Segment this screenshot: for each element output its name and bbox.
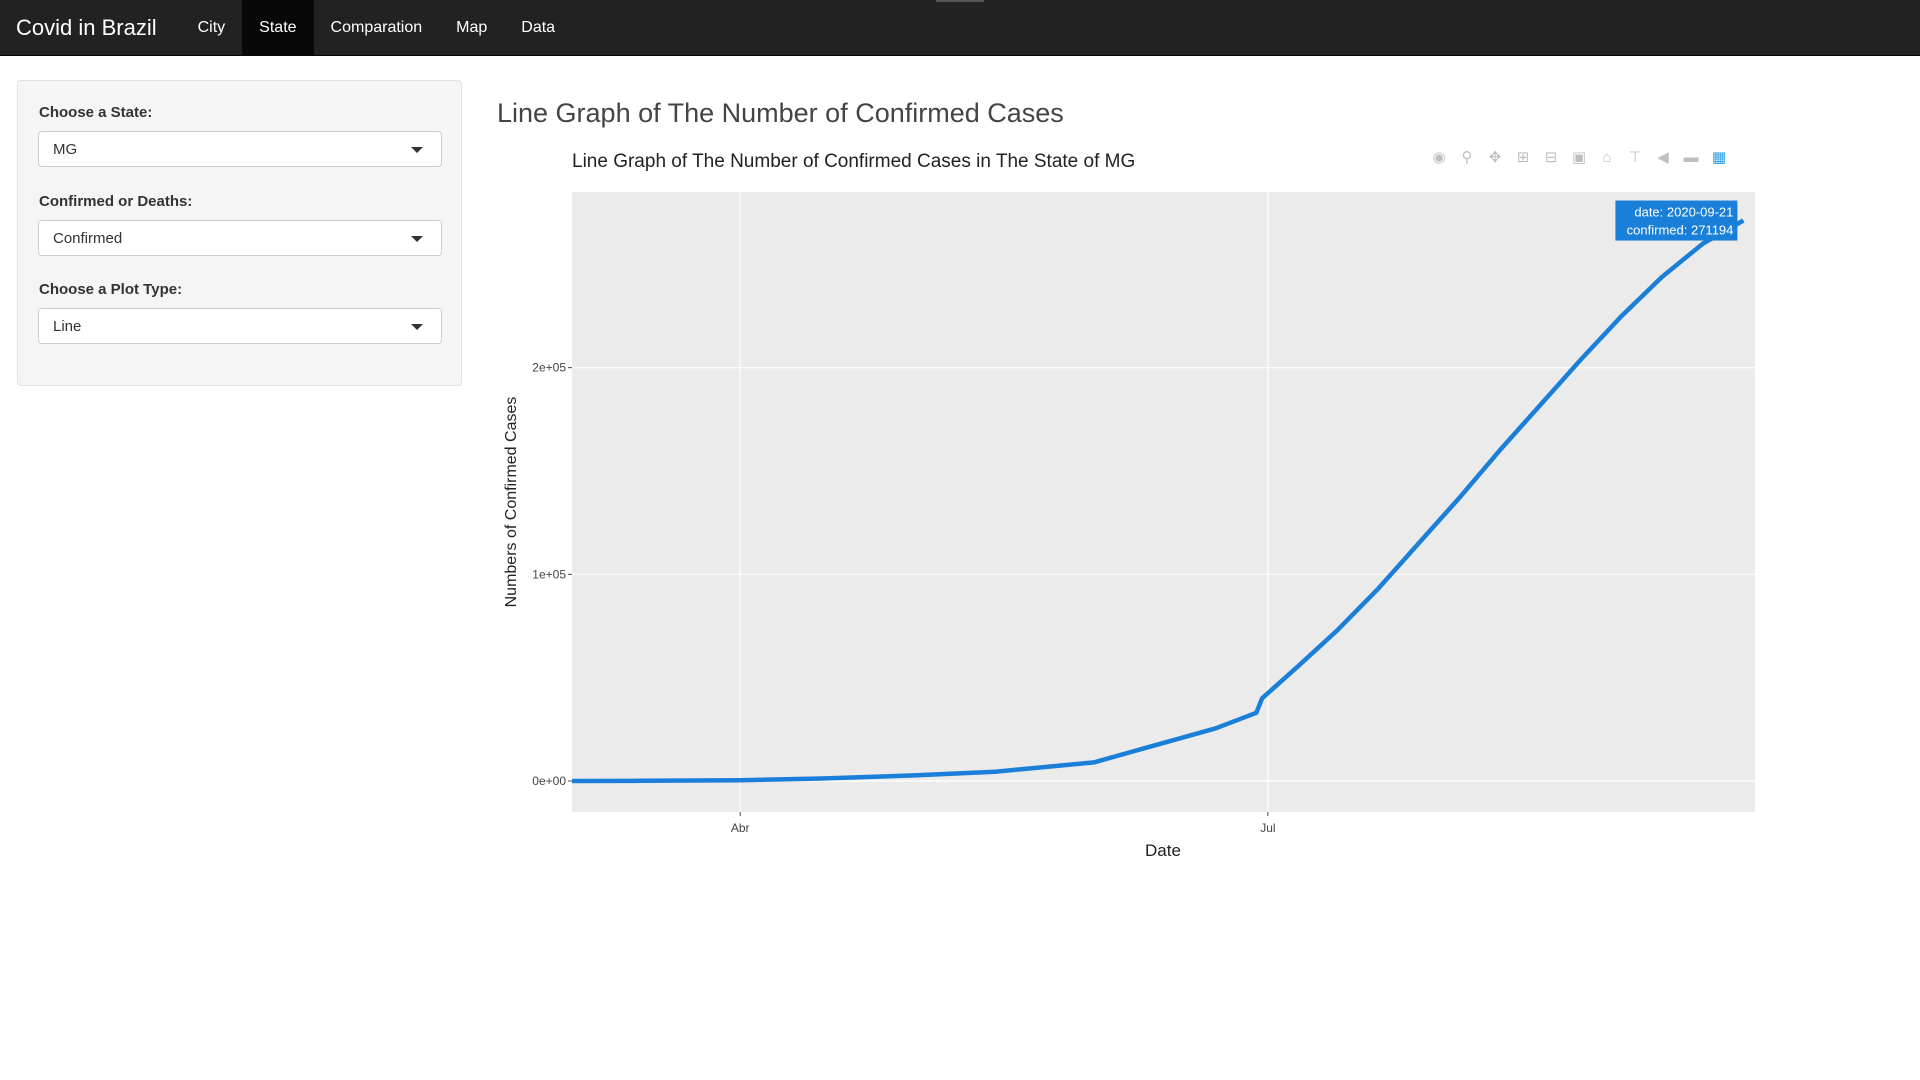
brand-title[interactable]: Covid in Brazil — [16, 14, 157, 40]
nav-tab-city[interactable]: City — [197, 18, 226, 36]
x-axis-label: Date — [1145, 841, 1181, 860]
nav-tab-state[interactable]: State — [242, 0, 314, 55]
x-tick-label: Jul — [1260, 821, 1275, 835]
y-tick-label: 1e+05 — [532, 567, 566, 581]
zoom-out-icon[interactable]: ⊟ — [1544, 149, 1558, 166]
camera-icon[interactable]: ◉ — [1432, 149, 1446, 166]
window-notch — [936, 0, 984, 2]
chevron-down-icon — [411, 147, 423, 153]
state-select-label: Choose a State: — [39, 104, 153, 121]
plot-type-select-label: Choose a Plot Type: — [39, 281, 183, 298]
series-line-confirmed — [571, 218, 1745, 784]
x-tick-label: Abr — [731, 821, 750, 835]
hover-value-label: confirmed: 271194 — [1627, 223, 1734, 238]
chevron-down-icon — [411, 324, 423, 330]
x-axis: Abr Jul — [731, 812, 1276, 835]
navbar: Covid in Brazil City State Comparation M… — [0, 0, 1920, 56]
metric-select-value: Confirmed — [53, 229, 123, 247]
nav-tab-comparation[interactable]: Comparation — [330, 18, 423, 36]
page-heading: Line Graph of The Number of Confirmed Ca… — [497, 98, 1064, 128]
reset-axes-icon[interactable]: ⌂ — [1602, 148, 1612, 166]
y-axis-label: Numbers of Confirmed Cases — [503, 397, 520, 608]
nav-tab-map[interactable]: Map — [456, 18, 488, 36]
plot-type-select[interactable]: Line — [38, 308, 442, 344]
y-tick-label: 0e+00 — [532, 774, 566, 788]
plot-toolbar: ◉ ⚲ ✥ ⊞ ⊟ ▣ ⌂ ⊤ ◀ ▬ ▦ — [1430, 148, 1728, 167]
line-chart[interactable]: Line Graph of The Number of Confirmed Ca… — [490, 140, 1770, 870]
metric-select[interactable]: Confirmed — [38, 220, 442, 256]
chart-title: Line Graph of The Number of Confirmed Ca… — [572, 151, 1135, 172]
zoom-icon[interactable]: ⚲ — [1461, 149, 1473, 166]
spike-lines-icon[interactable]: ⊤ — [1628, 149, 1642, 166]
y-tick-label: 2e+05 — [532, 361, 566, 375]
nav-tab-data[interactable]: Data — [521, 18, 556, 36]
state-select-value: MG — [53, 140, 78, 158]
y-axis: 0e+00 1e+05 2e+05 — [532, 361, 572, 788]
chevron-down-icon — [411, 236, 423, 242]
sidebar-panel: Choose a State: MG Confirmed or Deaths: … — [17, 80, 462, 386]
hover-date-label: date: 2020-09-21 — [1634, 205, 1733, 220]
series-points — [571, 220, 1744, 782]
pan-icon[interactable]: ✥ — [1488, 149, 1502, 166]
plotly-logo-icon[interactable]: ▦ — [1711, 149, 1727, 166]
autoscale-icon[interactable]: ▣ — [1571, 149, 1587, 166]
plot-panel — [572, 192, 1755, 812]
closest-hover-icon[interactable]: ▬ — [1683, 148, 1699, 166]
plot-type-select-value: Line — [53, 317, 82, 335]
zoom-in-icon[interactable]: ⊞ — [1516, 149, 1530, 166]
state-select[interactable]: MG — [38, 131, 442, 167]
compare-hover-icon[interactable]: ◀ — [1657, 149, 1669, 166]
hover-tooltip: date: 2020-09-21 confirmed: 271194 — [1615, 200, 1738, 241]
metric-select-label: Confirmed or Deaths: — [39, 193, 193, 210]
hover-tooltip-bg — [1615, 200, 1738, 241]
